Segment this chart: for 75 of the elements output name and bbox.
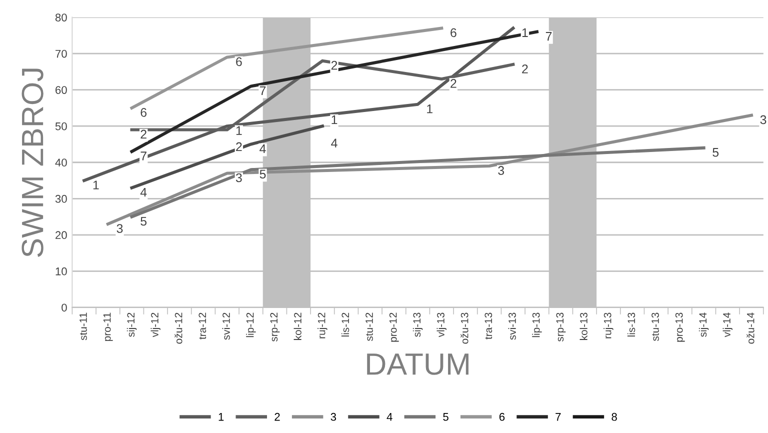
annotation: 3 bbox=[116, 224, 123, 233]
annotation: 2 bbox=[140, 130, 146, 139]
x-tick-label: srp-13 bbox=[556, 312, 566, 342]
x-tick-label: ožu-14 bbox=[746, 312, 754, 344]
annotation: 1 bbox=[236, 126, 242, 135]
x-tick-label: stu-11 bbox=[80, 312, 87, 340]
x-tick-label: kol-13 bbox=[580, 312, 588, 340]
line-series bbox=[82, 26, 515, 182]
x-tick-label: stu-12 bbox=[366, 312, 373, 341]
x-tick-label: vlj-12 bbox=[150, 312, 160, 338]
x-tick-label: kol-12 bbox=[294, 312, 302, 340]
annotation: 7 bbox=[140, 152, 146, 160]
legend-label: 6 bbox=[499, 412, 505, 421]
annotation: 5 bbox=[260, 170, 266, 179]
y-tick-label: 0 bbox=[62, 304, 67, 312]
legend-label: 7 bbox=[556, 413, 561, 421]
x-tick-label: vlj-13 bbox=[436, 312, 446, 338]
legend-label: 3 bbox=[330, 412, 336, 421]
annotation: 7 bbox=[260, 86, 266, 96]
annotation: 2 bbox=[236, 142, 242, 152]
y-tick-label: 60 bbox=[56, 86, 67, 94]
x-tick-label: tra-12 bbox=[198, 312, 206, 340]
x-tick-label: tra-13 bbox=[484, 312, 492, 340]
x-tick-label: pro-13 bbox=[675, 312, 685, 342]
x-tick-label: ruj-13 bbox=[604, 312, 614, 338]
legend-label: 4 bbox=[386, 413, 392, 421]
x-tick-label: lip-13 bbox=[532, 312, 542, 338]
annotation: 3 bbox=[760, 115, 766, 124]
y-tick-label: 40 bbox=[55, 158, 67, 167]
annotation: 3 bbox=[498, 166, 504, 175]
annotation: 5 bbox=[712, 148, 719, 157]
annotation: 2 bbox=[331, 60, 338, 70]
legend-label: 1 bbox=[218, 413, 224, 421]
x-tick-label: lis-12 bbox=[341, 312, 350, 336]
x-tick-label: ožu-13 bbox=[460, 312, 468, 344]
x-tick-label: sij-13 bbox=[412, 312, 423, 337]
y-tick-label: 50 bbox=[55, 122, 67, 130]
y-tick-label: 10 bbox=[56, 267, 67, 276]
annotation: 4 bbox=[331, 138, 338, 148]
x-tick-label: lis-13 bbox=[627, 312, 636, 336]
x-tick-label: vlj-14 bbox=[722, 312, 732, 338]
annotation: 2 bbox=[522, 64, 528, 74]
annotation: 1 bbox=[522, 28, 528, 37]
x-tick-label: svi-13 bbox=[508, 312, 516, 340]
x-tick-label: ožu-12 bbox=[174, 312, 182, 344]
annotation: 6 bbox=[236, 57, 242, 66]
annotation: 4 bbox=[140, 188, 147, 197]
annotation: 1 bbox=[93, 180, 99, 190]
x-tick-label: svi-12 bbox=[222, 312, 230, 340]
annotation: 2 bbox=[450, 79, 456, 88]
y-axis-title: SWIM ZBROJ bbox=[22, 68, 44, 257]
annotation: 6 bbox=[450, 28, 456, 38]
y-tick-label: 30 bbox=[55, 194, 67, 203]
annotation: 5 bbox=[140, 216, 147, 226]
x-tick-label: srp-12 bbox=[270, 312, 280, 342]
x-tick-label: pro-11 bbox=[103, 312, 113, 341]
y-tick-label: 80 bbox=[55, 14, 67, 22]
y-tick-label: 20 bbox=[56, 231, 67, 240]
x-tick-label: ruj-12 bbox=[318, 312, 328, 338]
x-tick-label: stu-13 bbox=[652, 312, 659, 341]
x-tick-label: lip-12 bbox=[246, 312, 256, 338]
legend-label: 8 bbox=[612, 412, 617, 421]
annotation: 7 bbox=[546, 32, 552, 41]
y-tick-label: 70 bbox=[56, 50, 67, 58]
x-axis-title: DATUM bbox=[367, 354, 468, 375]
annotation: 4 bbox=[260, 144, 266, 154]
annotation: 3 bbox=[236, 173, 242, 182]
x-tick-label: sij-14 bbox=[698, 312, 709, 337]
legend-label: 2 bbox=[274, 412, 280, 421]
legend-label: 5 bbox=[443, 413, 448, 421]
annotation: 1 bbox=[332, 115, 338, 124]
annotation: 1 bbox=[427, 104, 432, 114]
x-tick-label: pro-12 bbox=[389, 312, 399, 342]
annotation: 6 bbox=[140, 108, 147, 117]
x-tick-label: sij-12 bbox=[126, 312, 137, 337]
